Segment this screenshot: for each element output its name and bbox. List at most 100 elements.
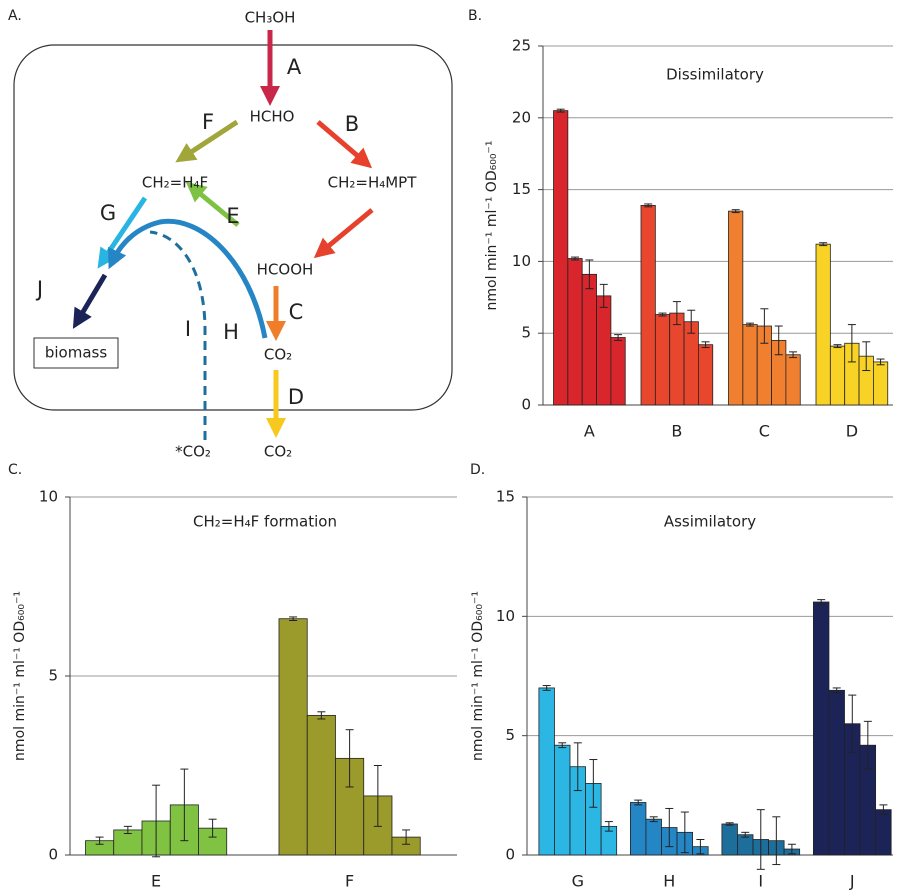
bar <box>698 344 714 406</box>
error-bar <box>787 843 796 855</box>
arrow-label: J <box>35 277 43 301</box>
error-bar <box>123 825 132 835</box>
error-bar <box>833 344 842 349</box>
y-tick-label: 0 <box>505 846 515 864</box>
bar <box>629 802 647 856</box>
bar <box>596 295 612 406</box>
bar <box>683 321 699 406</box>
x-tick-label: J <box>849 872 855 890</box>
node: HCHO <box>250 108 295 126</box>
arrow <box>175 119 239 163</box>
arrow-label: E <box>226 204 239 228</box>
error-bar <box>731 209 740 214</box>
bar <box>829 345 846 406</box>
node: CH₂=H₄MPT <box>328 174 418 192</box>
cell-boundary <box>13 44 453 411</box>
node: biomass <box>45 344 107 362</box>
bar <box>306 714 336 856</box>
error-bar <box>817 599 826 605</box>
panel-label: C. <box>8 462 22 478</box>
error-bar <box>585 259 594 290</box>
error-bar <box>649 816 658 823</box>
error-bar <box>317 711 326 720</box>
error-bar <box>772 816 781 866</box>
bar <box>728 210 744 406</box>
error-bar <box>879 804 888 815</box>
arrow <box>108 218 268 339</box>
error-bar <box>589 759 598 808</box>
bar <box>815 243 831 406</box>
error-bar <box>542 685 551 691</box>
bar <box>567 258 583 406</box>
arrow <box>72 273 108 329</box>
error-bar <box>876 358 885 366</box>
bar <box>654 314 671 406</box>
error-bar <box>644 203 653 208</box>
panel-label: A. <box>8 8 22 24</box>
arrow-label: D <box>288 385 304 409</box>
error-bar <box>573 742 582 792</box>
y-axis-label: nmol min⁻¹ ml⁻¹ OD₆₀₀⁻¹ <box>484 141 500 311</box>
y-tick-label: 25 <box>512 37 531 55</box>
error-bar <box>701 341 710 349</box>
x-tick-label: G <box>572 872 584 890</box>
error-bar <box>208 818 217 838</box>
bar <box>737 834 754 856</box>
bar <box>581 273 597 406</box>
chart-panel: B. Dissimilatory nmol min⁻¹ ml⁻¹ OD₆₀₀⁻¹ 0 5… <box>468 8 893 441</box>
bar <box>113 829 143 856</box>
y-axis-label: nmol min⁻¹ ml⁻¹ OD₆₀₀⁻¹ <box>470 591 486 761</box>
chart-title: Assimilatory <box>664 513 756 531</box>
panel-label: D. <box>470 462 485 478</box>
error-bar <box>672 301 681 326</box>
bar <box>721 823 738 856</box>
biomass-box <box>33 337 119 369</box>
error-bar <box>604 821 613 832</box>
y-tick-label: 0 <box>48 846 58 864</box>
x-tick-label: A <box>584 422 595 441</box>
y-tick-label: 20 <box>512 108 531 126</box>
error-bar <box>402 829 411 845</box>
bar <box>538 687 555 856</box>
error-bar <box>614 334 623 341</box>
error-bar <box>599 283 608 308</box>
error-bar <box>847 324 856 363</box>
chart-panel: D. Assimilatory nmol min⁻¹ ml⁻¹ OD₆₀₀⁻¹ 0 5 1… <box>470 462 893 890</box>
x-tick-label: I <box>758 872 763 890</box>
y-tick-label: 0 <box>521 396 531 414</box>
x-tick-label: F <box>345 872 354 890</box>
dashed-arrow <box>149 230 207 440</box>
error-bar <box>289 616 298 622</box>
error-bar <box>152 784 161 858</box>
arrow-label: C <box>289 300 304 324</box>
error-bar <box>789 351 798 359</box>
bar <box>640 204 656 406</box>
y-tick-label: 5 <box>48 667 58 685</box>
error-bar <box>848 694 857 753</box>
error-bar <box>558 742 567 749</box>
error-bar <box>819 242 828 247</box>
x-tick-label: H <box>663 872 675 890</box>
error-bar <box>832 687 841 694</box>
error-bar <box>658 312 667 317</box>
x-tick-label: B <box>671 422 682 441</box>
error-bar <box>345 729 354 788</box>
error-bar <box>180 768 189 842</box>
bar <box>645 818 662 856</box>
arrow-label: I <box>185 317 191 341</box>
arrow-label: A <box>287 55 302 79</box>
error-bar <box>725 822 734 826</box>
panel-label: B. <box>468 8 482 24</box>
bar <box>278 618 308 856</box>
error-bar <box>746 322 755 327</box>
bar <box>669 312 685 406</box>
y-tick-label: 10 <box>39 488 58 506</box>
arrow <box>316 120 373 169</box>
arrow <box>313 208 374 259</box>
error-bar <box>556 108 565 113</box>
error-bar <box>634 799 643 806</box>
bar <box>610 337 626 406</box>
bar <box>875 809 892 856</box>
y-tick-label: 10 <box>496 607 515 625</box>
